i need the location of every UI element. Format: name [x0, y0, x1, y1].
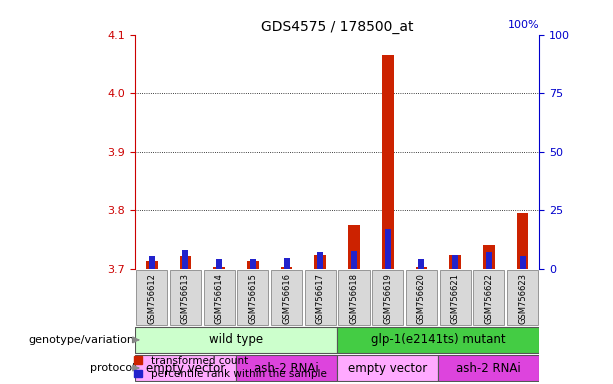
- Text: GSM756616: GSM756616: [282, 273, 291, 324]
- Bar: [351, 251, 357, 269]
- Text: GSM756613: GSM756613: [181, 273, 190, 324]
- Bar: [250, 259, 256, 269]
- Bar: [517, 213, 528, 269]
- Text: ash-2 RNAi: ash-2 RNAi: [254, 361, 319, 374]
- Bar: [314, 255, 326, 269]
- Text: GSM756612: GSM756612: [147, 273, 156, 324]
- Text: GSM756621: GSM756621: [451, 273, 460, 324]
- Bar: [486, 252, 492, 269]
- FancyBboxPatch shape: [170, 270, 201, 325]
- Bar: [318, 252, 323, 269]
- Bar: [385, 229, 390, 269]
- FancyBboxPatch shape: [204, 270, 235, 325]
- FancyBboxPatch shape: [236, 355, 337, 381]
- FancyBboxPatch shape: [237, 270, 268, 325]
- FancyBboxPatch shape: [440, 270, 471, 325]
- Bar: [520, 256, 525, 269]
- Bar: [180, 256, 191, 269]
- Bar: [416, 266, 427, 269]
- Bar: [449, 255, 461, 269]
- Bar: [216, 259, 222, 269]
- Text: GSM756623: GSM756623: [518, 273, 527, 324]
- Bar: [419, 259, 424, 269]
- Text: GSM756622: GSM756622: [484, 273, 493, 324]
- Bar: [146, 261, 158, 269]
- Text: GSM756615: GSM756615: [248, 273, 257, 324]
- FancyBboxPatch shape: [473, 270, 504, 325]
- Legend: transformed count, percentile rank within the sample: transformed count, percentile rank withi…: [134, 356, 327, 379]
- FancyBboxPatch shape: [271, 270, 302, 325]
- FancyBboxPatch shape: [136, 270, 167, 325]
- Bar: [483, 245, 495, 269]
- Title: GDS4575 / 178500_at: GDS4575 / 178500_at: [261, 20, 413, 33]
- Bar: [281, 267, 292, 269]
- Bar: [348, 225, 360, 269]
- Bar: [284, 258, 289, 269]
- FancyBboxPatch shape: [337, 327, 539, 353]
- Text: protocol: protocol: [89, 363, 135, 373]
- Text: 100%: 100%: [508, 20, 539, 30]
- Bar: [382, 55, 394, 269]
- FancyBboxPatch shape: [135, 355, 236, 381]
- FancyBboxPatch shape: [507, 270, 538, 325]
- Text: empty vector: empty vector: [348, 361, 427, 374]
- Text: GSM756614: GSM756614: [215, 273, 224, 324]
- Text: GSM756620: GSM756620: [417, 273, 426, 324]
- Text: wild type: wild type: [209, 333, 263, 346]
- Text: GSM756618: GSM756618: [349, 273, 359, 324]
- FancyBboxPatch shape: [305, 270, 336, 325]
- FancyBboxPatch shape: [338, 270, 370, 325]
- FancyBboxPatch shape: [438, 355, 539, 381]
- Text: GSM756617: GSM756617: [316, 273, 325, 324]
- Text: empty vector: empty vector: [146, 361, 225, 374]
- FancyBboxPatch shape: [406, 270, 437, 325]
- Bar: [452, 255, 458, 269]
- FancyBboxPatch shape: [372, 270, 403, 325]
- Text: genotype/variation: genotype/variation: [29, 335, 135, 345]
- Bar: [213, 266, 225, 269]
- Bar: [183, 250, 188, 269]
- FancyBboxPatch shape: [337, 355, 438, 381]
- FancyBboxPatch shape: [135, 327, 337, 353]
- Bar: [247, 261, 259, 269]
- Text: glp-1(e2141ts) mutant: glp-1(e2141ts) mutant: [371, 333, 506, 346]
- Bar: [149, 256, 154, 269]
- Text: ash-2 RNAi: ash-2 RNAi: [457, 361, 521, 374]
- Text: GSM756619: GSM756619: [383, 273, 392, 324]
